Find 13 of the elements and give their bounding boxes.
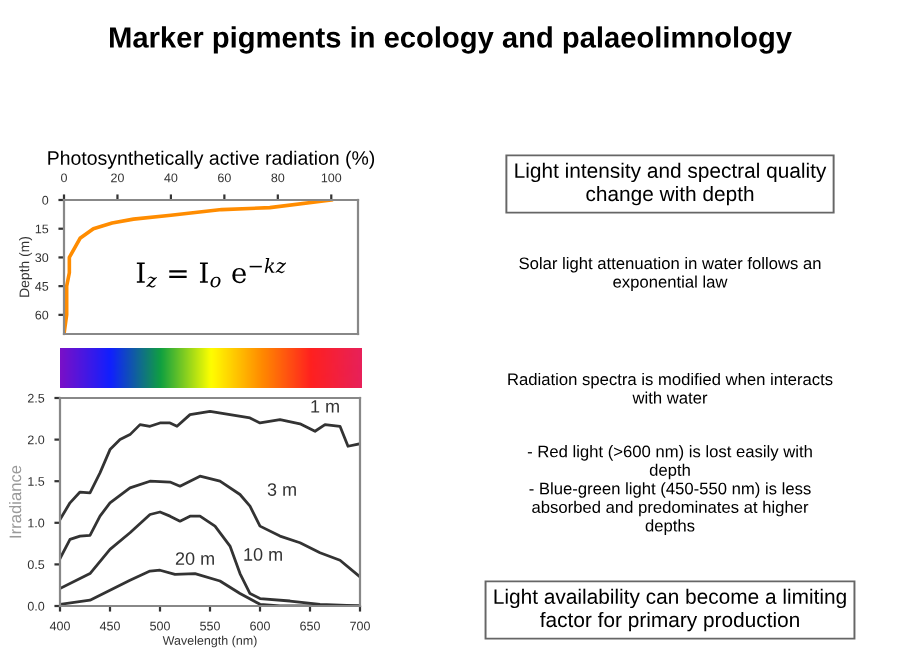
series-label: 3 m: [267, 483, 296, 496]
annotation: I$_{z}$ = I$_{o}$ e$^{−kz}$: [136, 257, 287, 288]
y-axis-title: Irradiance: [9, 465, 22, 538]
text: Radiation spectra is modified when interacts with water: [508, 372, 833, 404]
text: - Red light (>600 nm) is lost easily with depth - Blue-green light (450-550 nm) is less absorbed and predominates at higher depths: [527, 445, 812, 535]
text: Light availability can become a limiting factor for primary production: [494, 588, 846, 632]
series-label: 20 m: [175, 552, 214, 565]
text: Light intensity and spectral quality change with depth: [515, 162, 827, 206]
text: Marker pigments in ecology and palaeolimnology: [110, 26, 792, 54]
x-axis-title: Photosynthetically active radiation (%): [48, 150, 375, 169]
series-label: 1 m: [311, 400, 339, 413]
series-label: 10 m: [244, 548, 282, 561]
text: Solar light attenuation in water follows an exponential law: [519, 256, 821, 292]
